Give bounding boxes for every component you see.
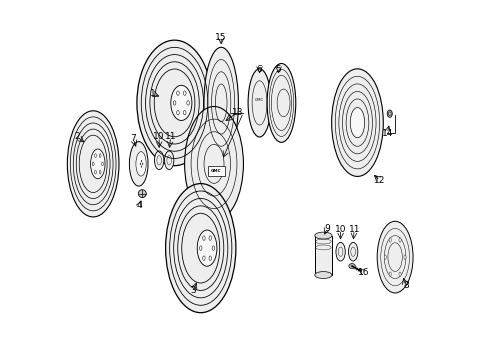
Ellipse shape xyxy=(376,221,412,293)
Ellipse shape xyxy=(183,91,185,95)
Text: 15: 15 xyxy=(215,33,226,42)
Text: 8: 8 xyxy=(402,281,408,290)
Text: 3: 3 xyxy=(190,286,196,295)
Text: 4: 4 xyxy=(136,201,142,210)
Ellipse shape xyxy=(186,101,189,105)
Ellipse shape xyxy=(335,242,345,261)
Text: 5: 5 xyxy=(275,65,281,74)
Ellipse shape xyxy=(199,246,202,251)
Ellipse shape xyxy=(140,163,141,165)
Text: 12: 12 xyxy=(374,176,385,185)
Ellipse shape xyxy=(141,160,142,162)
Ellipse shape xyxy=(398,238,400,242)
Ellipse shape xyxy=(197,230,217,266)
Ellipse shape xyxy=(388,272,390,276)
Ellipse shape xyxy=(331,69,383,176)
Text: 2: 2 xyxy=(75,132,80,141)
Ellipse shape xyxy=(314,271,331,279)
Ellipse shape xyxy=(398,272,400,276)
Text: 10: 10 xyxy=(153,132,164,141)
Ellipse shape xyxy=(99,170,101,174)
Ellipse shape xyxy=(314,232,331,239)
Ellipse shape xyxy=(164,151,174,170)
Ellipse shape xyxy=(208,236,211,240)
Text: 1: 1 xyxy=(150,89,156,98)
Text: 6: 6 xyxy=(256,65,262,74)
Ellipse shape xyxy=(99,154,101,157)
Ellipse shape xyxy=(170,85,191,121)
Ellipse shape xyxy=(202,256,205,260)
Text: 16: 16 xyxy=(357,268,368,277)
Ellipse shape xyxy=(136,152,146,176)
Ellipse shape xyxy=(67,111,119,217)
Ellipse shape xyxy=(129,141,148,186)
Ellipse shape xyxy=(183,111,185,115)
Text: GMC: GMC xyxy=(254,98,264,102)
Text: 14: 14 xyxy=(381,129,392,138)
Ellipse shape xyxy=(90,149,105,179)
Bar xyxy=(314,235,331,275)
Ellipse shape xyxy=(141,166,142,167)
Ellipse shape xyxy=(137,40,212,166)
Ellipse shape xyxy=(154,151,163,170)
Ellipse shape xyxy=(208,256,211,260)
Ellipse shape xyxy=(165,184,235,313)
Ellipse shape xyxy=(266,63,295,142)
FancyBboxPatch shape xyxy=(207,166,224,176)
Ellipse shape xyxy=(348,242,357,261)
Text: 10: 10 xyxy=(334,225,346,234)
Ellipse shape xyxy=(94,154,96,157)
Text: 13: 13 xyxy=(231,108,243,117)
Text: 11: 11 xyxy=(164,132,176,141)
Ellipse shape xyxy=(173,101,176,105)
Ellipse shape xyxy=(94,170,96,174)
Ellipse shape xyxy=(202,236,205,240)
Text: 7: 7 xyxy=(130,134,136,143)
Ellipse shape xyxy=(203,47,238,158)
Ellipse shape xyxy=(184,107,243,221)
Ellipse shape xyxy=(138,190,146,198)
Ellipse shape xyxy=(92,162,94,166)
Ellipse shape xyxy=(212,246,214,251)
Text: GMC: GMC xyxy=(211,169,221,173)
Text: 11: 11 xyxy=(348,225,359,234)
Ellipse shape xyxy=(176,111,179,115)
Ellipse shape xyxy=(384,255,386,259)
Ellipse shape xyxy=(348,264,355,269)
Ellipse shape xyxy=(102,162,103,166)
Ellipse shape xyxy=(388,238,390,242)
Ellipse shape xyxy=(386,110,391,117)
Text: 9: 9 xyxy=(324,224,329,233)
Ellipse shape xyxy=(176,91,179,95)
Ellipse shape xyxy=(349,108,364,138)
Ellipse shape xyxy=(403,255,405,259)
Ellipse shape xyxy=(247,69,270,137)
